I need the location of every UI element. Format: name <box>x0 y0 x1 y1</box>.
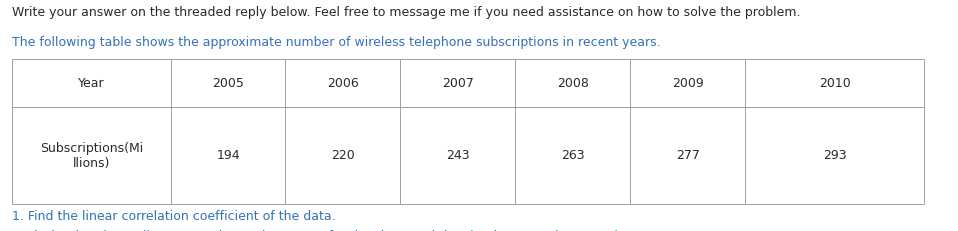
Text: 263: 263 <box>561 149 584 162</box>
Text: 293: 293 <box>823 149 847 162</box>
Text: 243: 243 <box>446 149 469 162</box>
Text: 220: 220 <box>331 149 354 162</box>
Text: 2010: 2010 <box>819 77 851 90</box>
Text: The following table shows the approximate number of wireless telephone subscript: The following table shows the approximat… <box>12 36 661 49</box>
Text: Subscriptions(Mi: Subscriptions(Mi <box>40 142 143 155</box>
Text: 2009: 2009 <box>672 77 704 90</box>
Text: Write your answer on the threaded reply below. Feel free to message me if you ne: Write your answer on the threaded reply … <box>12 6 801 19</box>
Text: Year: Year <box>79 77 104 90</box>
Text: 2007: 2007 <box>442 77 474 90</box>
Text: llions): llions) <box>73 157 110 170</box>
Text: 2006: 2006 <box>327 77 359 90</box>
Text: 1. Find the linear correlation coefficient of the data.: 1. Find the linear correlation coefficie… <box>12 210 336 223</box>
Text: 194: 194 <box>217 149 240 162</box>
Text: 2008: 2008 <box>557 77 589 90</box>
Text: 2. Fit the data into a linear equation and compute for the slope and the simple : 2. Fit the data into a linear equation a… <box>12 230 638 231</box>
Text: 2005: 2005 <box>212 77 244 90</box>
Text: 277: 277 <box>676 149 699 162</box>
